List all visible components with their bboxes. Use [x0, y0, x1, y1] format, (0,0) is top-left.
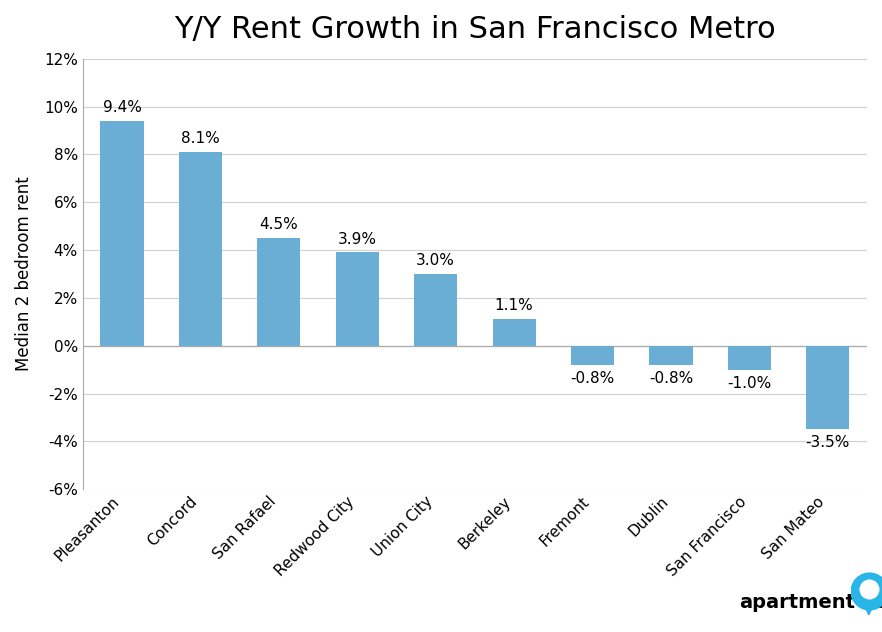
Text: -1.0%: -1.0%	[728, 375, 772, 391]
Text: -3.5%: -3.5%	[805, 435, 850, 451]
Bar	[571, 346, 614, 365]
Text: 3.0%: 3.0%	[416, 253, 455, 268]
Title: Y/Y Rent Growth in San Francisco Metro: Y/Y Rent Growth in San Francisco Metro	[174, 15, 776, 44]
Y-axis label: Median 2 bedroom rent: Median 2 bedroom rent	[15, 176, 33, 372]
Text: -0.8%: -0.8%	[649, 371, 693, 386]
Bar	[258, 238, 301, 346]
Bar	[649, 346, 692, 365]
Bar	[415, 274, 457, 346]
Point	[862, 584, 876, 594]
Bar	[728, 346, 771, 370]
Text: 8.1%: 8.1%	[181, 131, 220, 146]
Polygon shape	[861, 598, 877, 615]
Text: -0.8%: -0.8%	[571, 371, 615, 386]
Text: 1.1%: 1.1%	[495, 298, 534, 313]
Text: 9.4%: 9.4%	[102, 100, 141, 115]
Text: 4.5%: 4.5%	[259, 217, 298, 232]
Bar	[806, 346, 849, 429]
Bar	[336, 253, 379, 346]
Bar	[492, 319, 535, 346]
Text: list: list	[863, 593, 882, 612]
Bar	[101, 121, 144, 346]
Text: 3.9%: 3.9%	[338, 231, 377, 246]
Bar	[179, 152, 222, 346]
Point	[862, 585, 876, 595]
Text: apartment: apartment	[739, 593, 856, 612]
